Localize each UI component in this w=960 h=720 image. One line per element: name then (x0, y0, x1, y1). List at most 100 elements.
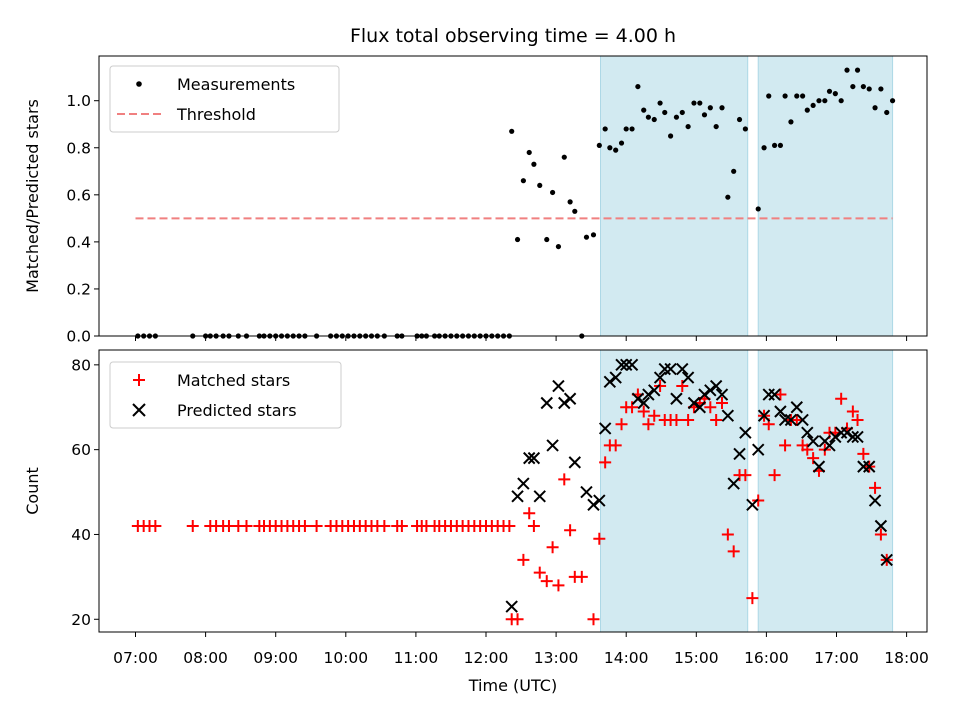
matched-star-point (517, 553, 530, 566)
predicted-star-point (615, 358, 628, 372)
matched-star-point (768, 469, 781, 482)
matched-star-point (615, 418, 628, 431)
predicted-star-point (552, 379, 565, 393)
matched-star-point (564, 524, 577, 537)
legend-measurements-marker (136, 81, 142, 87)
bottom-y-axis-label: Count (23, 467, 42, 515)
matched-star-point (642, 418, 655, 431)
predicted-star-point (801, 426, 814, 439)
predicted-star-point (796, 413, 809, 427)
predicted-star-point (851, 430, 864, 444)
predicted-star-point (642, 388, 655, 401)
predicted-star-point (609, 371, 622, 384)
predicted-star-point (670, 392, 683, 405)
predicted-star-point (687, 396, 701, 410)
predicted-star-point (840, 426, 854, 439)
legend-threshold-label: Threshold (176, 105, 256, 124)
top-y-tick-label: 0.6 (66, 186, 91, 204)
chart-title: Flux total observing time = 4.00 h (350, 25, 676, 47)
matched-star-point (682, 413, 695, 426)
predicted-star-point (868, 494, 882, 507)
measurement-point (866, 86, 872, 92)
predicted-star-point (693, 401, 707, 414)
panel-star-counts: 20 40 60 80 07:00 08:00 09:00 10:00 11:00 12:00 1… (23, 349, 929, 695)
x-tick-label: 13:00 (534, 649, 579, 667)
top-y-tick-label: 0.0 (66, 328, 91, 346)
top-y-tick-label: 1.0 (66, 92, 91, 110)
measurement-point (800, 93, 806, 99)
predicted-star-point (664, 362, 677, 376)
measurement-point (742, 126, 748, 132)
measurement-point (822, 98, 828, 104)
predicted-star-point (698, 388, 711, 401)
matched-star-point (599, 456, 612, 469)
measurement-point (673, 114, 680, 120)
matched-star-point (670, 413, 683, 426)
predicted-star-point (676, 362, 689, 376)
measurement-point (596, 142, 602, 149)
legend-matched-label: Matched stars (177, 371, 290, 390)
matched-star-point (503, 519, 516, 532)
measurement-point (509, 128, 515, 134)
panel-matched-ratio: 0.0 0.2 0.4 0.6 0.8 1.0 Matched/Predicted sta… (23, 55, 928, 346)
predicted-star-point (619, 358, 633, 372)
bot-y-tick-label: 40 (71, 526, 91, 544)
measurement-point (618, 140, 625, 146)
predicted-star-point (721, 409, 735, 422)
predicted-star-point (806, 434, 820, 448)
measurement-point (889, 98, 896, 104)
bottom-legend: Matched stars Predicted stars (109, 361, 342, 429)
bot-y-tick-label: 60 (71, 441, 91, 459)
matched-star-point (533, 566, 546, 579)
matched-star-point (298, 519, 311, 532)
predicted-star-point (637, 396, 650, 410)
predicted-star-point (587, 498, 600, 511)
measurement-point (590, 232, 597, 238)
predicted-star-point (746, 498, 759, 511)
measurement-point (520, 178, 526, 184)
predicted-star-point (546, 439, 559, 452)
matched-star-point (851, 413, 864, 426)
top-y-tick-label: 0.8 (66, 139, 91, 157)
predicted-star-point (784, 413, 798, 427)
predicted-star-point (533, 490, 546, 503)
predicted-star-point (768, 388, 781, 401)
legend-predicted-label: Predicted stars (177, 401, 297, 420)
measurement-point (561, 154, 567, 160)
matched-star-point (790, 413, 803, 426)
top-shaded-interval-0 (599, 55, 749, 337)
legend-predicted-marker (132, 403, 146, 417)
predicted-star-point (568, 456, 582, 469)
predicted-star-point (631, 392, 645, 405)
predicted-star-point (540, 396, 553, 410)
predicted-star-point (739, 426, 752, 439)
predicted-star-point (727, 477, 740, 490)
matched-star-point (846, 405, 859, 418)
top-legend: Measurements Threshold (109, 65, 340, 133)
matched-star-point (546, 541, 559, 554)
measurement-point (613, 147, 619, 153)
matched-star-point (752, 494, 765, 507)
matched-star-point (552, 579, 565, 592)
measurement-point (884, 109, 890, 116)
measurement-point (713, 123, 719, 130)
measurement-point (629, 126, 635, 132)
predicted-star-point (778, 413, 792, 427)
x-tick-label: 08:00 (183, 649, 228, 667)
x-tick-label: 10:00 (323, 649, 368, 667)
predicted-star-point (704, 384, 717, 397)
measurement-point (657, 100, 663, 106)
predicted-star-point (829, 430, 842, 444)
measurement-point (826, 88, 833, 94)
measurement-point (645, 114, 651, 120)
measurement-point (766, 93, 772, 99)
predicted-star-point (774, 405, 787, 418)
measurement-point (679, 109, 685, 116)
measurement-point (583, 234, 590, 240)
predicted-star-point (523, 451, 536, 465)
measurement-point (794, 93, 800, 99)
predicted-star-point (598, 422, 612, 435)
predicted-star-point (812, 460, 826, 473)
x-axis-label: Time (UTC) (468, 676, 557, 695)
matched-star-point (395, 519, 408, 532)
